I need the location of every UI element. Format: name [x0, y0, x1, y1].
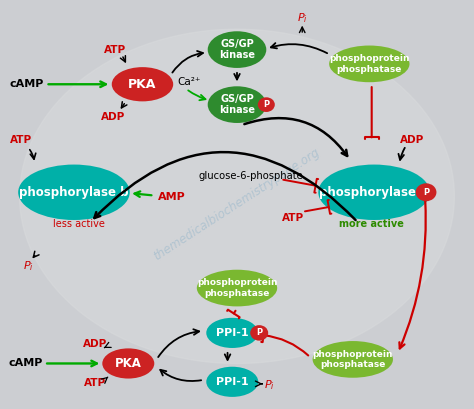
Ellipse shape: [19, 29, 455, 364]
Text: PKA: PKA: [115, 357, 142, 370]
Text: ADP: ADP: [400, 135, 424, 145]
Ellipse shape: [18, 164, 130, 220]
Circle shape: [250, 325, 268, 341]
Text: ADP: ADP: [83, 339, 107, 349]
Ellipse shape: [313, 341, 393, 378]
Ellipse shape: [102, 348, 155, 379]
Text: more active: more active: [339, 219, 404, 229]
Text: ATP: ATP: [84, 378, 106, 388]
Text: themedicalbiochemistrypage.org: themedicalbiochemistrypage.org: [152, 146, 322, 263]
Text: P: P: [423, 188, 429, 197]
Text: PKA: PKA: [128, 78, 157, 91]
Ellipse shape: [208, 86, 266, 123]
Text: PPI-1: PPI-1: [216, 328, 248, 338]
Text: ADP: ADP: [101, 112, 125, 122]
Ellipse shape: [329, 45, 410, 82]
Text: AMP: AMP: [158, 192, 186, 202]
Text: PPI-1: PPI-1: [216, 377, 248, 387]
Text: GS/GP
kinase: GS/GP kinase: [219, 94, 255, 115]
Text: phosphoprotein
phosphatase: phosphoprotein phosphatase: [312, 350, 393, 369]
Text: glucose-6-phosphate: glucose-6-phosphate: [199, 171, 303, 181]
Text: cAMP: cAMP: [9, 79, 44, 89]
Text: ATP: ATP: [9, 135, 32, 145]
Text: $P_i$: $P_i$: [297, 11, 308, 25]
Text: phosphoprotein
phosphatase: phosphoprotein phosphatase: [329, 54, 410, 74]
Circle shape: [416, 183, 437, 201]
Text: cAMP: cAMP: [8, 358, 43, 369]
Text: phosphorylase a: phosphorylase a: [319, 186, 428, 199]
Ellipse shape: [208, 31, 266, 68]
Text: $P_i$: $P_i$: [264, 378, 274, 391]
Ellipse shape: [318, 164, 430, 220]
Text: phosphoprotein
phosphatase: phosphoprotein phosphatase: [197, 279, 277, 298]
Text: less active: less active: [53, 219, 105, 229]
Ellipse shape: [206, 318, 258, 348]
Text: $P_i$: $P_i$: [23, 260, 34, 273]
Ellipse shape: [112, 67, 173, 101]
Text: ATP: ATP: [104, 45, 126, 55]
Ellipse shape: [206, 367, 258, 397]
Text: ATP: ATP: [282, 213, 304, 222]
Circle shape: [258, 97, 275, 112]
Text: P: P: [263, 100, 269, 109]
Text: P: P: [256, 328, 262, 337]
Ellipse shape: [197, 270, 277, 306]
Text: phosphorylase b: phosphorylase b: [19, 186, 129, 199]
Text: Ca²⁺: Ca²⁺: [177, 77, 201, 87]
Text: GS/GP
kinase: GS/GP kinase: [219, 39, 255, 61]
